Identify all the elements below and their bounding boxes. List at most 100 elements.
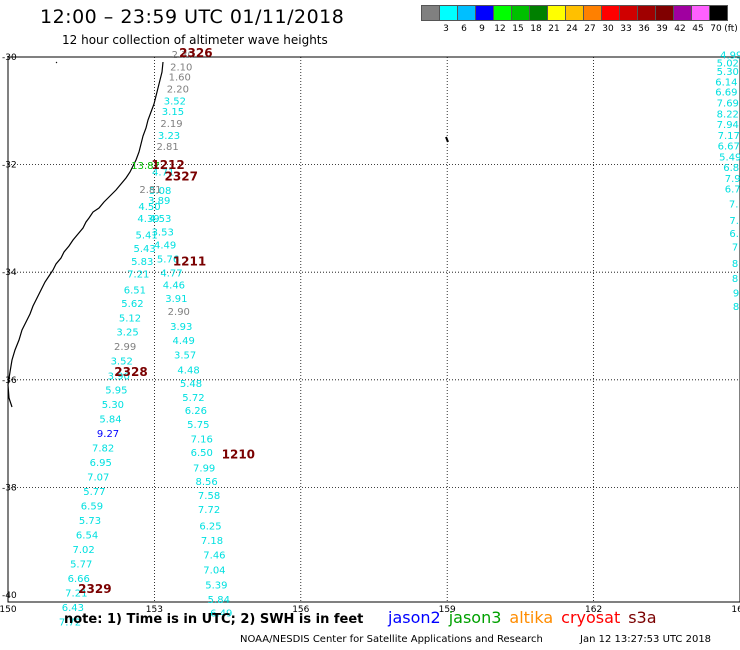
- lat-tick-label: -34: [2, 268, 17, 278]
- swh-value: 5.48: [180, 379, 202, 390]
- swh-value: 7: [732, 243, 738, 254]
- swh-value: 6.14: [715, 78, 737, 89]
- swh-value: 8.22: [717, 109, 739, 120]
- legend-label: 12: [494, 24, 506, 34]
- swh-value: 5.02: [717, 59, 739, 70]
- swh-value: 2.10: [170, 62, 192, 73]
- satellite-name: altika: [509, 608, 554, 627]
- chart-subtitle: 12 hour collection of altimeter wave hei…: [62, 33, 328, 47]
- legend-label: 39: [656, 24, 668, 34]
- swh-value: 7.07: [87, 472, 109, 483]
- swh-value: 7.21: [127, 270, 149, 281]
- pass-label: 2329: [78, 582, 111, 596]
- swh-value: 4.53: [149, 214, 171, 225]
- swh-value: 6.: [729, 229, 739, 240]
- legend-label: 6: [461, 24, 467, 34]
- swh-value: 6.51: [124, 286, 146, 297]
- legend-label: 18: [530, 24, 542, 34]
- lat-tick-label: -38: [2, 483, 17, 493]
- swh-value: 2.99: [114, 342, 136, 353]
- pass-label: 1212: [151, 158, 184, 172]
- swh-value: 1.60: [169, 73, 191, 84]
- swh-value: 5.41: [135, 230, 157, 241]
- satellite-name: jason3: [448, 608, 502, 627]
- swh-value: 4.49: [173, 336, 195, 347]
- swh-value: 5.12: [119, 314, 141, 325]
- swh-value: 7.02: [73, 545, 95, 556]
- swh-value: 2.90: [168, 307, 190, 318]
- swh-value: 5.84: [208, 595, 230, 606]
- swh-value: 7.9: [725, 174, 740, 185]
- swh-value: 6.59: [81, 501, 103, 512]
- swh-value: 5.75: [187, 420, 209, 431]
- lat-tick-label: -36: [2, 376, 17, 386]
- swh-value: 6.8: [723, 163, 739, 174]
- swh-value: 5.72: [182, 393, 204, 404]
- observations: 2.302.101.602.203.523.152.193.232.814.71…: [59, 50, 740, 629]
- credit-line: NOAA/NESDIS Center for Satellite Applica…: [240, 634, 543, 645]
- legend-label: 42: [674, 24, 686, 34]
- lon-tick-label: 156: [292, 605, 309, 615]
- map-frame: [7, 56, 740, 603]
- swh-value: 3.91: [165, 294, 187, 305]
- pass-label: 1211: [173, 255, 206, 269]
- swh-value: 7.58: [198, 491, 220, 502]
- swh-value: 9: [733, 288, 739, 299]
- swh-value: 3.90: [108, 371, 130, 382]
- lat-tick-label: -30: [2, 53, 17, 63]
- swh-value: 2.81: [156, 142, 178, 153]
- swh-value: 7.17: [718, 131, 740, 142]
- swh-value: 5.76: [157, 255, 179, 266]
- pass-label: 2327: [165, 170, 198, 184]
- lon-tick-label: 162: [585, 605, 602, 615]
- swh-value: 6.50: [191, 448, 213, 459]
- swh-value: 5.39: [205, 581, 227, 592]
- swh-value: 5.77: [70, 560, 92, 571]
- swh-value: 7.94: [717, 120, 739, 131]
- swh-value: 2.19: [160, 119, 182, 130]
- satellite-name: cryosat: [561, 608, 621, 627]
- swh-value: 6.26: [185, 406, 207, 417]
- legend-label: 21: [548, 24, 560, 34]
- satellite-legend: jason2 jason3 altika cryosat s3a: [388, 608, 665, 627]
- swh-value: 6.7: [725, 185, 740, 196]
- legend-label: 15: [512, 24, 524, 34]
- coast-fragment: [55, 61, 58, 64]
- footer-note: note: 1) Time is in UTC; 2) SWH is in fe…: [64, 612, 364, 627]
- swh-value: 2.20: [167, 85, 189, 96]
- swh-value: 7.: [729, 200, 739, 211]
- lat-tick-label: -32: [2, 161, 17, 171]
- island-mark: [445, 136, 449, 143]
- swh-value: 5.30: [717, 67, 739, 78]
- lon-tick-label: 153: [146, 605, 163, 615]
- pass-label: 2328: [114, 365, 147, 379]
- swh-value: 5.84: [99, 414, 121, 425]
- swh-value: 2.30: [172, 50, 194, 61]
- swh-value: 7.72: [198, 505, 220, 516]
- swh-value: 6.54: [76, 531, 98, 542]
- swh-value: 2.81: [139, 185, 161, 196]
- swh-value: 4.39: [137, 214, 159, 225]
- swh-value: 8: [732, 259, 738, 270]
- swh-value: 7.99: [193, 463, 215, 474]
- swh-value: 8: [733, 302, 739, 313]
- australia-coastline: [7, 61, 164, 408]
- swh-value: 3.15: [162, 107, 184, 118]
- swh-value: 6.67: [718, 142, 740, 153]
- swh-value: 6.25: [199, 521, 221, 532]
- satellite-name: s3a: [628, 608, 657, 627]
- chart-title: 12:00 – 23:59 UTC 01/11/2018: [40, 6, 345, 28]
- legend-label: 33: [620, 24, 632, 34]
- swh-value: 6.66: [68, 574, 90, 585]
- legend-label: 70: [710, 24, 722, 34]
- swh-value: 5.49: [719, 152, 740, 163]
- swh-value: 5.62: [121, 299, 143, 310]
- legend-label: 27: [584, 24, 596, 34]
- swh-value: 7.69: [717, 98, 739, 109]
- swh-value: 7.18: [201, 536, 223, 547]
- swh-value: 3.25: [116, 328, 138, 339]
- swh-value: 4.49: [154, 241, 176, 252]
- swh-value: 7.04: [203, 565, 225, 576]
